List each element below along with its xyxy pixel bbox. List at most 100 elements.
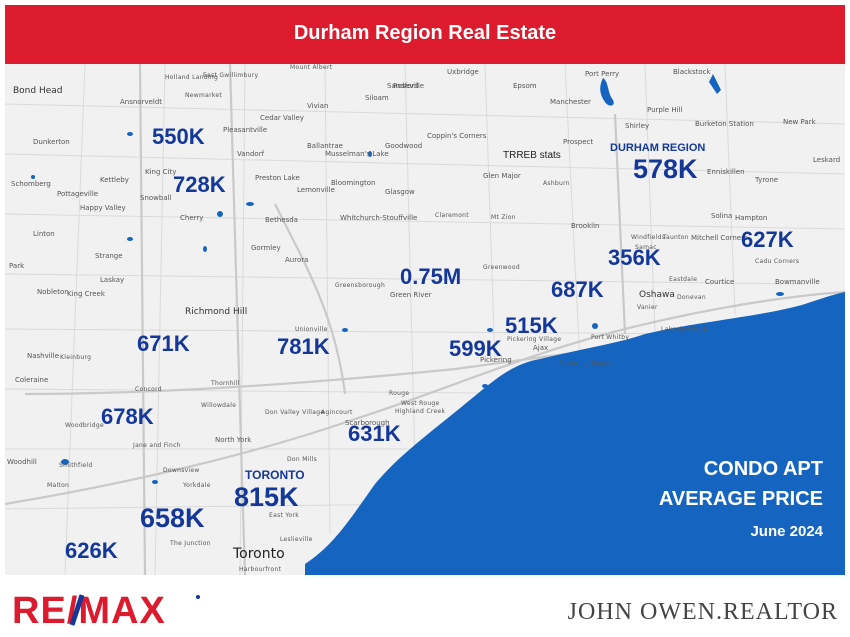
place-label: Uxbridge — [447, 68, 479, 76]
place-label: Coleraine — [15, 376, 49, 384]
place-label: Port Perry — [585, 70, 620, 78]
place-label: Highland Creek — [395, 408, 446, 415]
place-label: Nobleton — [37, 288, 69, 296]
place-label: Vivian — [307, 102, 329, 110]
place-label: Richmond Hill — [185, 307, 248, 317]
place-label: Claremont — [435, 212, 469, 219]
place-label: Don Mills — [287, 456, 318, 463]
place-label: Nashville — [27, 352, 59, 360]
place-label: Pickering — [480, 356, 512, 364]
place-label: Mount Albert — [290, 64, 333, 71]
price-label: 678K — [101, 404, 154, 429]
place-label: Ashburn — [543, 180, 570, 187]
price-label: 781K — [277, 334, 330, 359]
place-label: Woodhill — [7, 458, 37, 466]
place-label: Greensborough — [335, 282, 386, 289]
place-label: Prospect — [563, 138, 594, 146]
place-label: Sandford — [387, 82, 419, 90]
place-label: Concord — [135, 386, 162, 393]
place-label: Courtice — [705, 278, 735, 286]
title-banner: Durham Region Real Estate — [5, 5, 845, 64]
lakes — [31, 74, 784, 484]
place-label: Pottageville — [57, 190, 99, 198]
place-label: Happy Valley — [80, 204, 126, 212]
place-label: Yorkdale — [183, 482, 211, 489]
place-label: Purple Hill — [647, 106, 683, 114]
place-label: Cedar Valley — [260, 114, 304, 122]
place-label: East Gwillimbury — [203, 72, 259, 79]
realtor-name: JOHN OWEN.REALTOR — [567, 599, 838, 625]
price-label: 356K — [608, 245, 661, 270]
price-label: 627K — [741, 227, 794, 252]
place-label: Coppin's Corners — [427, 132, 487, 140]
place-label: The Junction — [170, 540, 211, 547]
place-label: Scarborough — [345, 419, 390, 427]
place-label: Musselman's Lake — [325, 150, 389, 158]
place-label: Pleasantville — [223, 126, 268, 134]
place-label: Leslieville — [280, 536, 313, 543]
place-label: Solina — [711, 212, 733, 220]
info-date: June 2024 — [750, 523, 823, 540]
place-label: Bond Head — [13, 86, 63, 96]
place-label: Enniskillen — [707, 168, 745, 176]
map-area: Bond Head Holland Landing East Gwillimbu… — [5, 64, 845, 575]
place-label: Green River — [390, 291, 432, 299]
price-label: 671K — [137, 331, 190, 356]
price-label: 728K — [173, 172, 226, 197]
place-label: Woodbridge — [65, 422, 104, 429]
place-label: Toronto — [233, 546, 285, 562]
place-label: Strange — [95, 252, 123, 260]
place-label: Cherry — [180, 214, 204, 222]
place-label: Taunton — [663, 234, 689, 241]
place-label: Cadu Corners — [755, 258, 800, 265]
info-line-2: AVERAGE PRICE — [658, 488, 823, 510]
place-label: Laskay — [100, 276, 125, 284]
place-label: Dunkerton — [33, 138, 70, 146]
place-label: Agincourt — [321, 409, 353, 416]
price-label: 658K — [140, 503, 205, 533]
toronto-label: TORONTO — [245, 468, 305, 482]
place-label: West Rouge — [401, 400, 440, 407]
place-label: Linton — [33, 230, 55, 238]
info-line-1: CONDO APT — [703, 458, 823, 480]
place-label: Burketon Station — [695, 120, 754, 128]
place-label: Vanier — [637, 304, 658, 311]
place-label: Snowball — [140, 194, 172, 202]
place-label: Bloomington — [331, 179, 376, 187]
place-label: Ajax — [533, 344, 549, 352]
price-label: 631K — [348, 421, 401, 446]
place-label: Gormley — [251, 244, 281, 252]
place-label: Willowdale — [201, 402, 237, 409]
place-label: Harbourfront — [239, 566, 282, 573]
price-label: 626K — [65, 538, 118, 563]
price-label: 687K — [551, 277, 604, 302]
place-label: Kettleby — [100, 176, 129, 184]
place-label: Leskard — [813, 156, 841, 164]
place-label: Shirley — [625, 122, 650, 130]
place-label: Samac — [635, 244, 657, 251]
map-base — [5, 64, 845, 575]
place-label: Mitchell Corners — [691, 234, 748, 242]
place-label: East York — [269, 512, 300, 519]
price-label: 515K — [505, 313, 558, 338]
place-label: Glen Major — [483, 172, 521, 180]
price-label: 0.75M — [400, 264, 462, 289]
minor-roads — [5, 64, 845, 575]
place-label: Goodwood — [385, 142, 423, 150]
place-label: North York — [215, 436, 252, 444]
place-label: Malton — [47, 482, 70, 489]
place-label: Smithfield — [59, 462, 93, 469]
place-label: Newmarket — [185, 92, 223, 99]
place-label: Brooklin — [571, 222, 600, 230]
place-label: Rouge — [389, 390, 410, 397]
place-label: Ansnorveldt — [120, 98, 163, 106]
place-label: Tyrone — [755, 176, 779, 184]
place-label: Donevan — [677, 294, 706, 301]
durham-region-label: DURHAM REGION — [610, 142, 706, 154]
place-label: Park — [9, 262, 25, 270]
place-label: Mt Zion — [491, 214, 516, 221]
place-label: Don Valley Village — [265, 409, 325, 416]
place-label: Port Whitby — [591, 334, 630, 341]
place-label: Lemonville — [297, 186, 335, 194]
place-label: Hampton — [735, 214, 768, 222]
